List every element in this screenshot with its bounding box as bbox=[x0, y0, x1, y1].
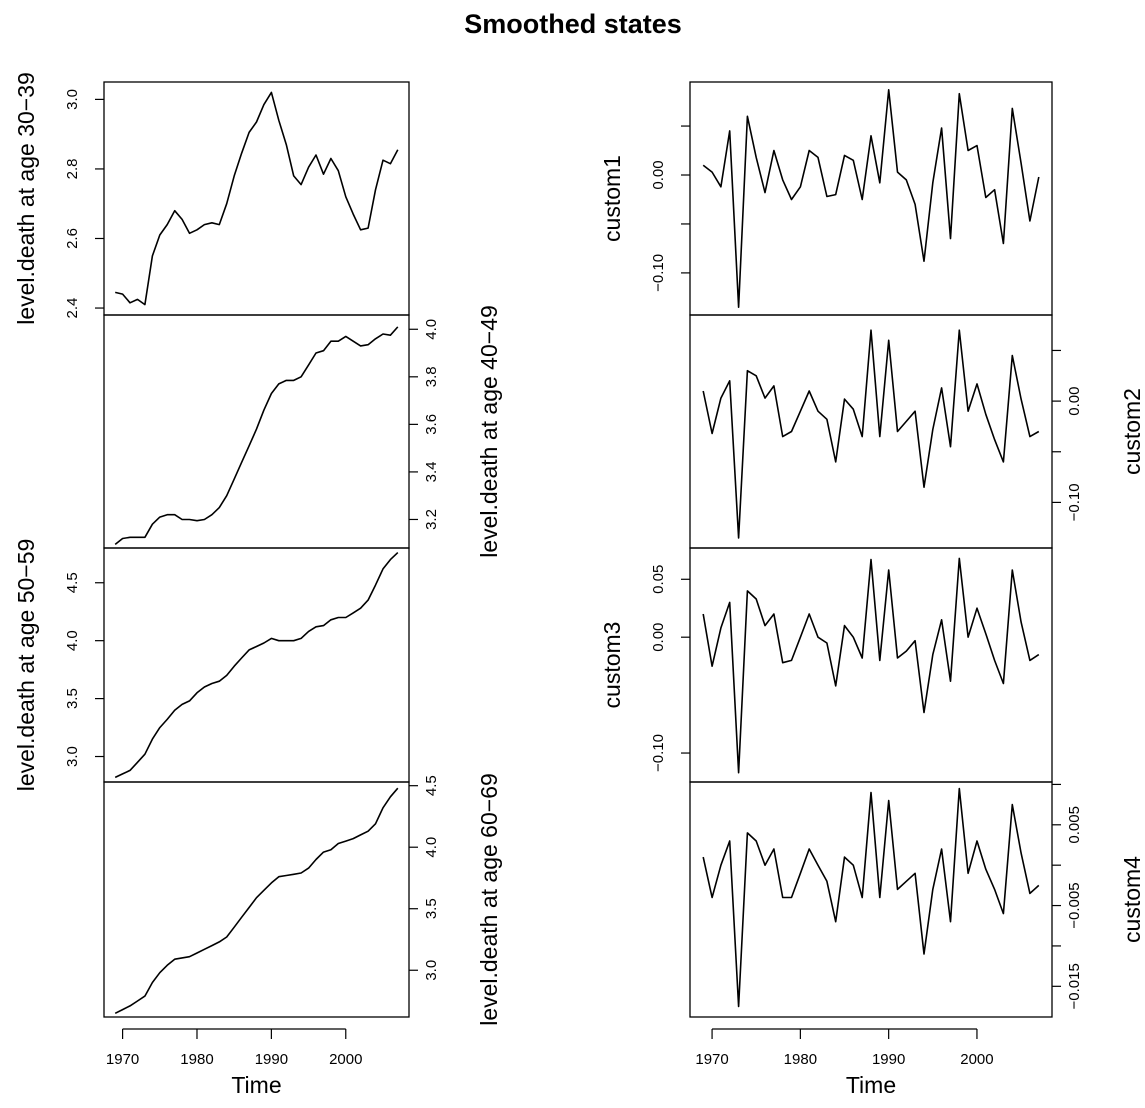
x-tick-label: 1970 bbox=[106, 1051, 139, 1068]
series-line-5 bbox=[702, 89, 1040, 309]
x-tick-label: 1980 bbox=[180, 1051, 213, 1068]
y-tick-label: 0.00 bbox=[650, 160, 667, 189]
y-tick-label: −0.10 bbox=[650, 254, 667, 292]
y-axis-label: level.death at age 60−69 bbox=[476, 773, 502, 1026]
y-tick-label: 4.5 bbox=[64, 572, 81, 593]
x-tick-label: 2000 bbox=[960, 1051, 993, 1068]
y-axis-label: custom2 bbox=[1119, 388, 1145, 475]
y-tick-label: 3.4 bbox=[423, 461, 440, 482]
y-tick-label: 2.4 bbox=[64, 298, 81, 319]
y-tick-label: 4.0 bbox=[64, 630, 81, 651]
y-tick-label: −0.10 bbox=[1066, 483, 1083, 521]
y-tick-label: 3.5 bbox=[64, 688, 81, 709]
x-axis-label: Time bbox=[846, 1072, 896, 1098]
x-tick-label: 2000 bbox=[329, 1051, 362, 1068]
y-axis-label: level.death at age 40−49 bbox=[476, 305, 502, 558]
y-tick-label: −0.10 bbox=[650, 734, 667, 772]
y-axis-label: custom3 bbox=[599, 622, 625, 709]
series-line-8 bbox=[702, 787, 1040, 1008]
y-axis-label: level.death at age 30−39 bbox=[13, 72, 39, 325]
y-tick-label: 3.0 bbox=[423, 960, 440, 981]
series-line-3 bbox=[114, 552, 399, 779]
panel-frame-4 bbox=[103, 781, 410, 1018]
series-line-4 bbox=[114, 787, 399, 1015]
x-tick-label: 1980 bbox=[784, 1051, 817, 1068]
series-line-7 bbox=[702, 557, 1040, 774]
x-tick-label: 1990 bbox=[255, 1051, 288, 1068]
panel-frame-8 bbox=[689, 781, 1053, 1018]
panel-frame-3 bbox=[103, 547, 410, 783]
y-tick-label: 4.0 bbox=[423, 319, 440, 340]
panel-frame-1 bbox=[103, 81, 410, 316]
series-line-1 bbox=[115, 91, 399, 306]
y-tick-label: 3.0 bbox=[64, 746, 81, 767]
y-tick-label: 3.0 bbox=[64, 89, 81, 110]
y-axis-label: custom4 bbox=[1119, 856, 1145, 943]
y-tick-label: 4.5 bbox=[423, 775, 440, 796]
y-tick-label: 2.6 bbox=[64, 228, 81, 249]
y-axis-label: level.death at age 50−59 bbox=[13, 539, 39, 792]
y-tick-label: 0.00 bbox=[650, 623, 667, 652]
y-tick-label: 3.5 bbox=[423, 898, 440, 919]
series-line-6 bbox=[702, 329, 1040, 539]
y-tick-label: 3.6 bbox=[423, 414, 440, 435]
series-line-2 bbox=[114, 326, 399, 546]
y-tick-label: 2.8 bbox=[64, 159, 81, 180]
y-tick-label: 4.0 bbox=[423, 837, 440, 858]
y-tick-label: 0.005 bbox=[1066, 806, 1083, 844]
y-tick-label: 0.05 bbox=[650, 565, 667, 594]
x-axis-label: Time bbox=[231, 1072, 281, 1098]
panel-frame-2 bbox=[103, 314, 410, 549]
y-tick-label: 0.00 bbox=[1066, 387, 1083, 416]
y-tick-label: 3.8 bbox=[423, 366, 440, 387]
chart-title: Smoothed states bbox=[464, 9, 682, 39]
y-tick-label: −0.015 bbox=[1066, 963, 1083, 1009]
x-tick-label: 1970 bbox=[695, 1051, 728, 1068]
x-tick-label: 1990 bbox=[872, 1051, 905, 1068]
y-tick-label: 3.2 bbox=[423, 509, 440, 530]
y-axis-label: custom1 bbox=[599, 155, 625, 242]
y-tick-label: −0.005 bbox=[1066, 882, 1083, 928]
